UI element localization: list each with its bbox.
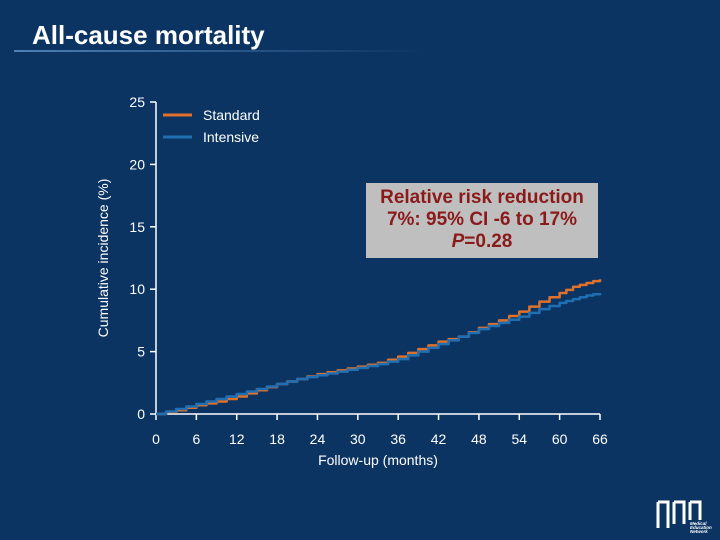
series-line-intensive bbox=[156, 292, 602, 416]
x-tick-label: 12 bbox=[229, 431, 245, 447]
x-tick-label: 48 bbox=[471, 431, 487, 447]
y-ticks: 0 5 10 15 20 25 bbox=[129, 94, 156, 422]
logo-text-3: Network bbox=[690, 529, 708, 534]
logo-mark-icon bbox=[656, 500, 702, 528]
annotation-line-3: P=0.28 bbox=[366, 231, 598, 253]
annotation-line-1: Relative risk reduction bbox=[380, 187, 584, 208]
medical-education-network-logo: Medical Education Network bbox=[656, 500, 712, 534]
p-value: =0.28 bbox=[464, 231, 513, 252]
x-tick-label: 60 bbox=[552, 431, 568, 447]
x-tick-label: 36 bbox=[390, 431, 406, 447]
relative-risk-annotation: Relative risk reduction 7%: 95% CI -6 to… bbox=[366, 183, 598, 258]
title-divider bbox=[14, 50, 424, 52]
y-tick-label: 0 bbox=[137, 406, 145, 422]
x-tick-label: 18 bbox=[269, 431, 285, 447]
y-tick-label: 15 bbox=[129, 219, 145, 235]
x-tick-label: 42 bbox=[431, 431, 447, 447]
p-label: P bbox=[451, 231, 465, 252]
slide-title: All-cause mortality bbox=[32, 20, 265, 50]
y-tick-label: 25 bbox=[129, 94, 145, 110]
y-tick-label: 5 bbox=[137, 344, 145, 360]
annotation-line-2: 7%: 95% CI -6 to 17% bbox=[386, 209, 578, 230]
chart-legend: Standard Intensive bbox=[163, 107, 260, 145]
logo-text-1: Medical bbox=[690, 521, 707, 526]
x-tick-label: 30 bbox=[350, 431, 366, 447]
x-tick-label: 0 bbox=[152, 431, 160, 447]
y-tick-label: 20 bbox=[129, 156, 145, 172]
legend-label-intensive: Intensive bbox=[203, 129, 259, 145]
x-axis-title: Follow-up (months) bbox=[318, 452, 438, 468]
series-line-standard bbox=[156, 279, 602, 416]
logo-text-2: Education bbox=[690, 525, 712, 530]
y-axis-title: Cumulative incidence (%) bbox=[95, 179, 111, 338]
x-tick-label: 24 bbox=[310, 431, 326, 447]
x-tick-label: 54 bbox=[511, 431, 527, 447]
chart-axes bbox=[155, 102, 600, 415]
y-tick-label: 10 bbox=[129, 281, 145, 297]
series-lines bbox=[156, 279, 602, 416]
legend-label-standard: Standard bbox=[203, 107, 260, 123]
x-ticks: 0 6 12 18 24 30 36 42 48 54 60 66 bbox=[152, 414, 608, 447]
x-tick-label: 6 bbox=[192, 431, 200, 447]
x-tick-label: 66 bbox=[592, 431, 608, 447]
